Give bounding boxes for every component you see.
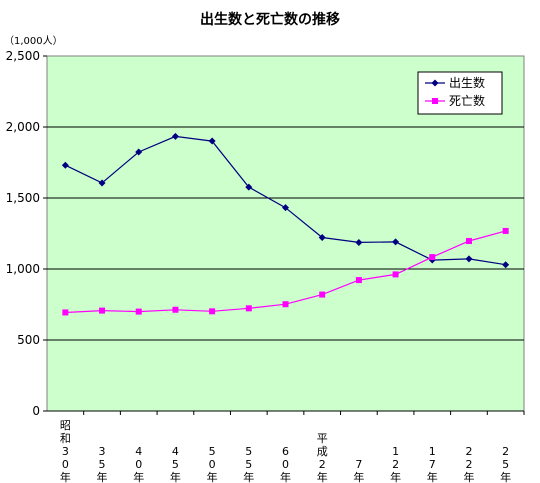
data-point	[392, 238, 400, 246]
data-point	[282, 204, 289, 212]
legend-marker-births	[431, 79, 439, 87]
data-point	[392, 271, 399, 278]
svg-text:40年: 40年	[133, 445, 144, 483]
svg-text:25年: 25年	[500, 445, 511, 483]
svg-text:7年: 7年	[353, 458, 364, 483]
legend-label-births: 出生数	[449, 75, 485, 90]
chart-title: 出生数と死亡数の推移	[200, 11, 340, 28]
svg-text:17年: 17年	[427, 445, 438, 483]
data-point	[172, 306, 179, 313]
data-point	[99, 307, 106, 314]
y-tick-label: 1,500	[6, 191, 40, 205]
data-point	[282, 301, 289, 308]
data-point	[429, 254, 436, 261]
data-point	[465, 238, 472, 245]
y-tick-label: 2,500	[6, 49, 40, 63]
y-tick-label: 0	[32, 404, 40, 418]
data-point	[171, 132, 179, 140]
data-point	[209, 308, 216, 315]
y-axis: 0 500 1,000 1,500 2,000 2,500	[6, 49, 47, 418]
data-point	[245, 305, 252, 312]
svg-text:35年: 35年	[97, 445, 108, 483]
legend-marker-deaths	[432, 98, 438, 104]
legend: 出生数 死亡数	[417, 71, 503, 115]
unit-label: （1,000人）	[4, 35, 63, 47]
plot-area	[46, 55, 525, 412]
svg-text:60年: 60年	[280, 445, 291, 483]
y-tick-label: 1,000	[6, 262, 40, 276]
data-point	[208, 137, 216, 145]
data-point	[355, 238, 363, 246]
y-tick-label: 2,000	[6, 120, 40, 134]
data-point	[98, 179, 106, 187]
svg-text:45年: 45年	[170, 445, 181, 483]
data-point	[135, 308, 142, 315]
data-point	[62, 309, 69, 316]
data-point	[502, 227, 509, 234]
series-group	[61, 132, 510, 316]
data-point	[502, 261, 510, 269]
svg-text:55年: 55年	[243, 445, 254, 483]
x-tick-label: 昭和 3 0 年	[60, 419, 71, 483]
svg-text:50年: 50年	[207, 445, 218, 483]
y-tick-label: 500	[17, 333, 40, 347]
legend-label-deaths: 死亡数	[449, 93, 485, 108]
data-point	[61, 161, 69, 169]
data-point	[465, 255, 473, 263]
svg-text:22年: 22年	[463, 445, 474, 483]
svg-text:12年: 12年	[390, 445, 401, 483]
x-axis: 昭和 3 0 年 3 5 年 4 0 年 4 5 年 5 0 年 5 5 年 6 0 年 平成 2 年 7 年 1 2 年 1 7 年 2 2 年 2 5…	[47, 410, 525, 483]
data-point	[245, 183, 253, 191]
data-point	[135, 148, 143, 156]
data-point	[319, 291, 326, 298]
legend-box	[417, 71, 503, 115]
x-tick-label: 平成 2 年	[317, 432, 328, 483]
data-point	[355, 277, 362, 284]
gridlines	[47, 126, 524, 341]
data-point	[318, 233, 326, 241]
